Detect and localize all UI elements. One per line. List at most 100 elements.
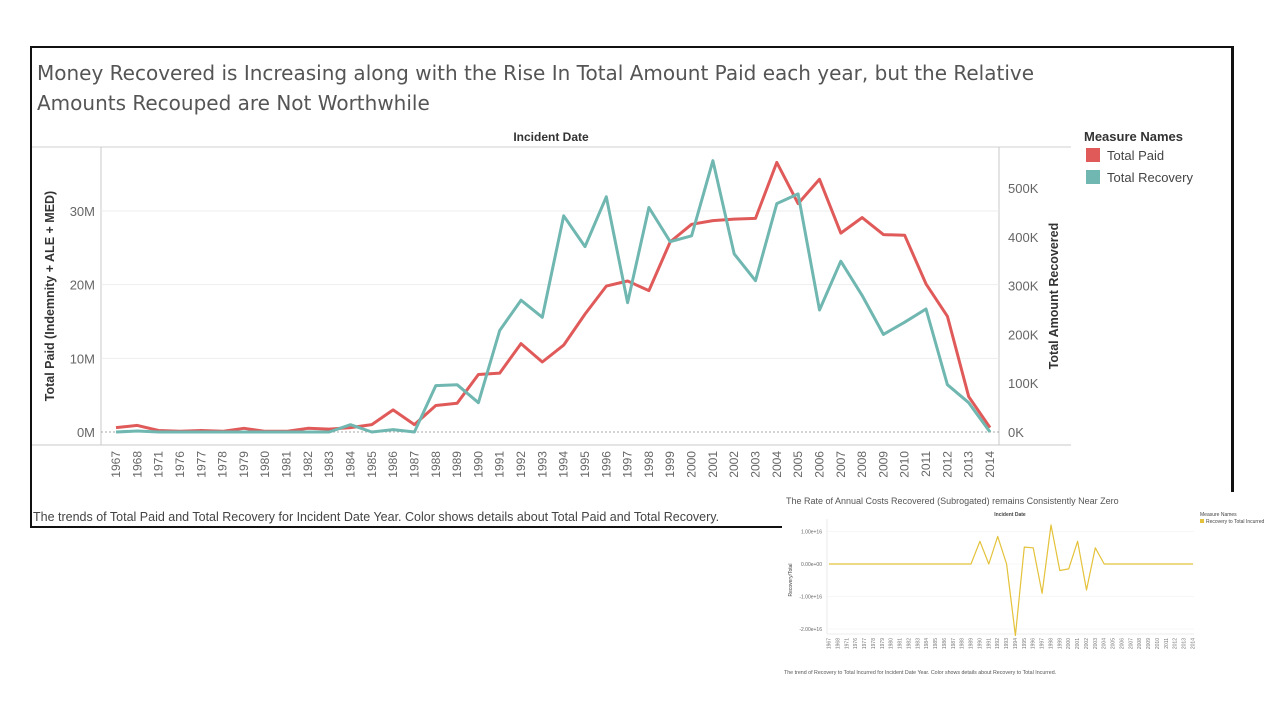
x-tick-label: 1986 [942,638,948,649]
x-tick-label: 2004 [770,451,784,478]
x-tick-label: 1985 [933,638,939,649]
x-tick-label: 1995 [1022,638,1028,649]
x-tick-label: 2013 [1182,638,1188,649]
y-tick-label: 0.00e+00 [801,562,822,568]
x-tick-label: 2003 [1093,638,1099,649]
right-tick-label: 200K [1008,327,1039,342]
x-tick-label: 1990 [977,638,983,649]
x-tick-label: 1985 [365,451,379,478]
x-tick-label: 2001 [706,451,720,478]
right-tick-label: 100K [1008,376,1039,391]
x-tick-label: 1998 [642,451,656,478]
x-tick-label: 1978 [216,451,230,478]
right-tick-label: 400K [1008,230,1039,245]
y-tick-label: -1.00e+16 [799,595,822,601]
x-tick-label: 1987 [951,638,957,649]
x-tick-label: 2007 [834,451,848,478]
x-tick-label: 1967 [109,451,123,478]
y-tick-label: -2.00e+16 [799,627,822,633]
chart-header: Incident Date [994,512,1026,518]
x-tick-label: 1994 [557,451,571,478]
secondary-chart-title: The Rate of Annual Costs Recovered (Subr… [786,496,1119,506]
x-tick-label: 1996 [1031,638,1037,649]
x-tick-label: 1984 [924,638,930,649]
x-tick-label: 2005 [791,451,805,478]
legend-label: Total Recovery [1107,170,1193,185]
x-tick-label: 1988 [429,451,443,478]
x-tick-label: 1994 [1013,638,1019,649]
y-tick-label: 1.00e+16 [801,530,822,536]
x-tick-label: 1971 [844,638,850,649]
right-tick-label: 300K [1008,279,1039,294]
x-tick-label: 1996 [599,451,613,478]
x-tick-label: 2006 [812,451,826,478]
series-line-total-paid [115,160,992,433]
legend-label: Recovery to Total Incurred [1206,519,1264,525]
x-tick-label: 1999 [663,451,677,478]
legend-swatch [1086,148,1100,162]
x-tick-label: 2002 [1084,638,1090,649]
x-tick-label: 1979 [880,638,886,649]
right-axis-title: Total Amount Recovered [1047,223,1061,370]
x-tick-label: 1984 [343,451,357,478]
y-axis-title: Recovery/Total [788,563,794,596]
x-tick-label: 1980 [889,638,895,649]
x-tick-label: 1988 [960,638,966,649]
legend-title: Measure Names [1200,512,1237,518]
x-tick-label: 2012 [1173,638,1179,649]
x-tick-label: 2014 [1191,638,1197,649]
x-tick-label: 2009 [1146,638,1152,649]
x-tick-label: 1997 [1040,638,1046,649]
x-tick-label: 2008 [1137,638,1143,649]
x-tick-label: 2009 [876,451,890,478]
x-tick-label: 1997 [621,451,635,478]
x-tick-label: 1981 [898,638,904,649]
series-line-total-recovery [115,159,992,434]
x-tick-label: 1977 [862,638,868,649]
x-tick-label: 1990 [471,451,485,478]
x-tick-label: 1982 [301,451,315,478]
right-tick-label: 0K [1008,425,1024,440]
x-tick-label: 2007 [1128,638,1134,649]
x-tick-label: 1989 [969,638,975,649]
x-tick-label: 2011 [919,451,933,477]
secondary-chart-panel: Incident Date 1.00e+16 0.00e+00 -1.00e+16 -2… [782,492,1280,720]
x-tick-label: 1999 [1057,638,1063,649]
x-tick-label: 1976 [853,638,859,649]
x-tick-label: 2013 [962,451,976,478]
x-tick-label: 2011 [1164,638,1170,649]
left-axis-title: Total Paid (Indemnity + ALE + MED) [43,191,57,401]
x-tick-label: 2000 [685,451,699,478]
x-tick-label: 1991 [493,451,507,478]
legend-label: Total Paid [1107,148,1164,163]
x-tick-label: 2010 [898,451,912,478]
main-chart-caption: The trends of Total Paid and Total Recov… [33,510,720,524]
x-tick-label: 1992 [995,638,1001,649]
x-tick-label: 2012 [940,451,954,478]
x-tick-label: 1980 [258,451,272,478]
x-tick-label: 1991 [986,638,992,649]
x-tick-label: 2010 [1155,638,1161,649]
x-tick-label: 2000 [1066,638,1072,649]
x-tick-label: 1998 [1048,638,1054,649]
right-tick-label: 500K [1008,181,1039,196]
x-tick-label: 1968 [130,451,144,478]
x-tick-label: 1995 [578,451,592,478]
x-tick-label: 1989 [450,451,464,478]
x-tick-label: 2006 [1119,638,1125,649]
x-tick-label: 1967 [827,638,833,649]
x-tick-label: 2001 [1075,638,1081,649]
main-chart-title: Money Recovered is Increasing along with… [37,61,1035,115]
x-tick-label: 1983 [322,451,336,478]
chart-header: Incident Date [513,130,589,144]
x-tick-label: 1976 [173,451,187,478]
secondary-chart-caption: The trend of Recovery to Total Incurred … [784,670,1057,676]
legend-swatch [1200,519,1204,523]
left-tick-label: 30M [70,204,95,219]
x-tick-label: 2014 [983,451,997,478]
x-tick-label: 1978 [871,638,877,649]
x-tick-label: 1971 [152,451,166,478]
left-tick-label: 20M [70,278,95,293]
left-tick-label: 10M [70,351,95,366]
